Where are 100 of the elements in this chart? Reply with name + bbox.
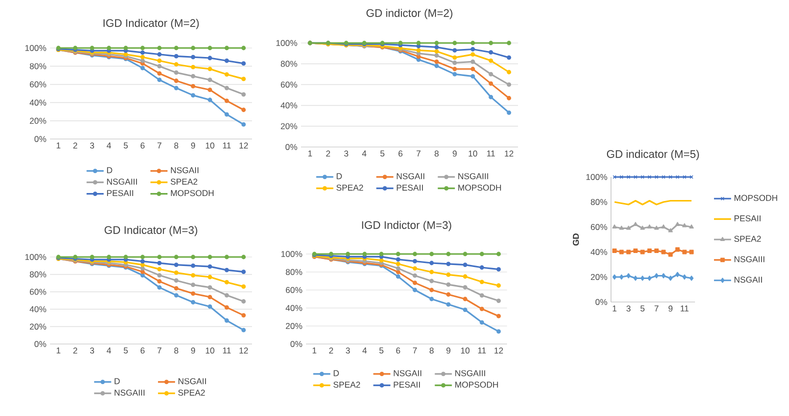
y-tick-label: 40% <box>280 102 298 108</box>
x-tick-label: 11 <box>487 150 495 156</box>
legend-label: NSGAII <box>170 167 198 174</box>
x-tick-label: 1 <box>308 150 312 156</box>
y-tick-label: 60% <box>286 287 302 294</box>
x-tick-label: 3 <box>626 306 631 312</box>
x-tick-label: 8 <box>430 348 434 354</box>
legend-label: D <box>114 378 120 384</box>
y-tick-label: 40% <box>30 100 46 106</box>
x-tick-label: 10 <box>468 150 478 157</box>
legend-label: PESAII <box>107 190 134 196</box>
x-tick-label: 2 <box>73 348 78 354</box>
x-tick-label: 1 <box>56 142 60 148</box>
x-tick-label: 11 <box>478 348 486 354</box>
y-tick-label: 20% <box>30 324 46 330</box>
x-tick-label: 9 <box>446 348 450 354</box>
x-tick-label: 1 <box>56 348 60 354</box>
x-tick-label: 4 <box>362 150 366 156</box>
y-tick-label: 0% <box>34 341 46 348</box>
x-tick-label: 3 <box>90 348 94 354</box>
legend-label: D <box>107 167 112 174</box>
chart-title: IGD Indictor (M=3) <box>362 220 452 232</box>
chart-title: GD indictor (M=2) <box>366 8 452 20</box>
legend-label: NSGAIII <box>114 390 144 396</box>
legend-label: MOPSODH <box>458 184 501 191</box>
legend-label: NSGAIII <box>455 370 486 376</box>
x-tick-label: 6 <box>140 348 145 354</box>
x-tick-label: 5 <box>379 348 384 354</box>
legend-label: MOPSODH <box>170 190 214 196</box>
legend-label: SPEA2 <box>734 236 761 242</box>
x-tick-label: 7 <box>412 348 417 354</box>
y-tick-label: 80% <box>30 271 46 278</box>
y-tick-label: 0% <box>286 144 298 150</box>
y-tick-label: 80% <box>280 60 298 67</box>
legend-label: NSGAII <box>394 370 422 376</box>
y-tick-label: 80% <box>30 63 46 70</box>
x-tick-label: 10 <box>461 348 470 354</box>
y-tick-label: 100% <box>25 254 46 260</box>
x-tick-label: 9 <box>668 306 672 312</box>
x-tick-label: 6 <box>140 142 145 149</box>
x-tick-label: 3 <box>90 142 94 149</box>
x-tick-label: 10 <box>206 142 214 149</box>
y-tick-label: 20% <box>280 123 298 130</box>
legend-label: SPEA2 <box>336 184 364 191</box>
legend-label: NSGAIII <box>458 173 488 180</box>
chart-title: GD Indicator (M=3) <box>104 226 198 236</box>
x-tick-label: 1 <box>312 348 316 354</box>
x-tick-label: 2 <box>73 142 78 148</box>
legend-label: NSGAII <box>396 173 424 180</box>
x-tick-label: 5 <box>124 142 128 148</box>
x-tick-label: 5 <box>124 348 128 354</box>
legend-label: SPEA2 <box>178 390 205 396</box>
legend-label: PESAII <box>396 184 423 191</box>
x-tick-label: 11 <box>222 348 231 354</box>
x-tick-label: 12 <box>494 348 503 354</box>
y-tick-label: 80% <box>286 269 302 276</box>
x-tick-label: 4 <box>106 348 112 354</box>
x-tick-label: 5 <box>640 306 645 312</box>
x-tick-label: 7 <box>157 142 162 148</box>
legend-label: NSGAIII <box>734 256 764 262</box>
x-tick-label: 1 <box>612 306 616 312</box>
legend-label: NSGAII <box>178 378 206 384</box>
y-tick-label: 20% <box>590 274 608 280</box>
y-tick-label: 100% <box>281 251 302 258</box>
y-tick-label: 20% <box>30 118 46 124</box>
x-tick-label: 8 <box>434 150 439 157</box>
x-tick-label: 6 <box>396 348 400 354</box>
y-tick-label: 80% <box>590 198 608 206</box>
y-tick-label: 40% <box>590 248 608 256</box>
x-tick-label: 8 <box>174 348 178 354</box>
y-tick-label: 60% <box>280 82 298 88</box>
x-tick-label: 4 <box>362 348 367 354</box>
y-tick-label: 0% <box>596 298 608 306</box>
x-tick-label: 9 <box>191 142 196 149</box>
y-tick-label: 60% <box>30 81 46 88</box>
y-tick-label: 0% <box>34 136 46 142</box>
x-tick-label: 12 <box>240 142 248 148</box>
legend-label: SPEA2 <box>170 178 198 185</box>
legend-label: NSGAIII <box>107 178 137 185</box>
y-tick-label: 40% <box>30 306 46 312</box>
x-tick-label: 4 <box>106 142 112 148</box>
y-tick-label: 60% <box>30 288 46 295</box>
legend-label: D <box>334 370 339 376</box>
x-tick-label: 11 <box>222 142 231 148</box>
x-tick-label: 3 <box>344 150 348 157</box>
x-tick-label: 7 <box>654 306 658 312</box>
x-tick-label: 11 <box>680 306 689 312</box>
legend-label: PESAII <box>734 215 760 222</box>
x-tick-label: 2 <box>329 348 334 354</box>
legend-label: MOPSODH <box>455 382 498 388</box>
x-tick-label: 10 <box>206 348 214 354</box>
x-tick-label: 3 <box>346 348 350 354</box>
legend-label: SPEA2 <box>333 382 360 388</box>
legend-label: PESAII <box>394 382 420 388</box>
y-tick-label: 100% <box>586 174 608 180</box>
x-tick-label: 8 <box>174 142 178 149</box>
x-tick-label: 9 <box>191 348 196 354</box>
x-tick-label: 6 <box>398 150 402 157</box>
x-tick-label: 9 <box>452 150 457 157</box>
y-axis-title: GD <box>572 233 579 246</box>
